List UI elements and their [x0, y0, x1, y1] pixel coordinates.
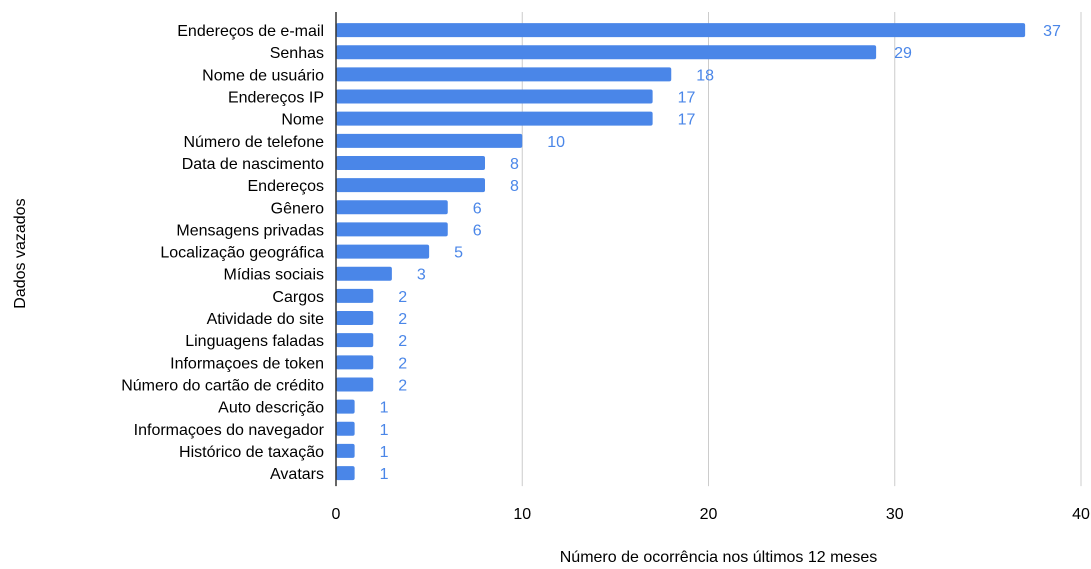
bar	[336, 67, 672, 82]
value-label: 3	[417, 267, 426, 284]
category-label: Auto descrição	[218, 400, 324, 417]
bar	[336, 222, 448, 237]
bar	[336, 399, 355, 414]
bar	[336, 355, 374, 370]
bar	[336, 311, 374, 326]
value-label: 2	[398, 289, 407, 306]
bar	[336, 200, 448, 215]
bar	[336, 266, 392, 281]
bar	[336, 155, 485, 170]
category-label: Histórico de taxação	[179, 444, 324, 461]
value-label: 17	[678, 112, 696, 129]
category-label: Linguagens faladas	[185, 333, 324, 350]
category-label: Informaçoes do navegador	[134, 422, 325, 439]
value-label: 5	[454, 245, 463, 262]
gridlines	[521, 12, 1082, 487]
x-tick-label: 40	[1072, 506, 1090, 523]
value-label: 8	[510, 178, 519, 195]
category-label: Nome	[281, 112, 324, 129]
value-label: 2	[398, 333, 407, 350]
category-label: Número de telefone	[183, 134, 324, 151]
value-label: 2	[398, 377, 407, 394]
value-label: 6	[473, 200, 482, 217]
bar	[336, 443, 355, 458]
x-axis-title: Número de ocorrência nos últimos 12 mese…	[560, 549, 877, 566]
value-label: 18	[696, 67, 714, 84]
category-label: Avatars	[270, 466, 324, 483]
value-label: 1	[380, 444, 389, 461]
value-label: 37	[1043, 23, 1061, 40]
x-tick-label: 0	[332, 506, 341, 523]
bar	[336, 333, 374, 348]
bars	[336, 23, 1026, 481]
category-label: Nome de usuário	[202, 67, 324, 84]
x-tick-label: 20	[700, 506, 718, 523]
value-label: 29	[894, 45, 912, 62]
bar	[336, 244, 430, 259]
x-tick-labels: 0 10 20 30 40	[332, 506, 1090, 523]
category-label: Mídias sociais	[224, 267, 324, 284]
bar	[336, 45, 877, 60]
value-label: 1	[380, 422, 389, 439]
x-tick-label: 30	[886, 506, 904, 523]
category-labels: Endereços de e-mail Senhas Nome de usuário…	[121, 23, 324, 483]
value-label: 10	[547, 134, 565, 151]
bar	[336, 466, 355, 481]
category-label: Data de nascimento	[182, 156, 324, 173]
category-label: Número do cartão de crédito	[121, 377, 324, 394]
category-label: Localização geográfica	[160, 245, 324, 262]
category-label: Mensagens privadas	[176, 222, 324, 239]
value-label: 6	[473, 222, 482, 239]
category-label: Cargos	[272, 289, 324, 306]
value-label: 2	[398, 311, 407, 328]
bar	[336, 111, 653, 126]
value-label: 2	[398, 355, 407, 372]
value-label: 1	[380, 400, 389, 417]
bar	[336, 421, 355, 436]
category-label: Endereços de e-mail	[177, 23, 324, 40]
value-label: 8	[510, 156, 519, 173]
category-label: Endereços	[248, 178, 325, 195]
bar	[336, 377, 374, 392]
category-label: Informaçoes de token	[170, 355, 324, 372]
category-label: Gênero	[271, 200, 324, 217]
bar	[336, 178, 485, 193]
x-tick-label: 10	[513, 506, 531, 523]
bar	[336, 23, 1026, 38]
category-label: Atividade do site	[207, 311, 325, 328]
bar	[336, 133, 523, 148]
category-label: Endereços IP	[228, 90, 324, 107]
bar	[336, 288, 374, 303]
category-label: Senhas	[270, 45, 324, 62]
bar	[336, 89, 653, 104]
value-label: 1	[380, 466, 389, 483]
y-axis-title: Dados vazados	[12, 198, 29, 308]
value-label: 17	[678, 90, 696, 107]
